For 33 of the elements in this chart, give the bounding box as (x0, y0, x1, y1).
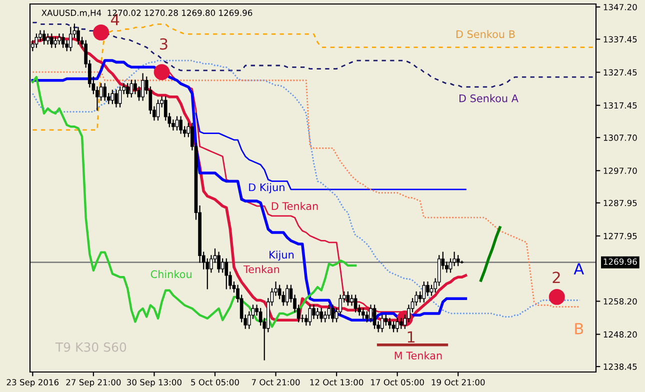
annotation: D Kijun (249, 183, 284, 194)
x-tick-label: 5 Oct 05:00 (191, 379, 239, 386)
y-tick-label: 1248.20 (604, 331, 637, 338)
y-tick-label: 1337.45 (604, 36, 637, 42)
annotation: D Senkou B (456, 30, 515, 38)
x-tick-label: 27 Sep 21:00 (66, 379, 121, 388)
annotation: Tenkan (243, 265, 280, 274)
annotation: D Senkou A (460, 94, 518, 102)
x-tick-label: 30 Sep 13:00 (127, 379, 182, 388)
y-tick-label: 1347.20 (604, 4, 637, 10)
y-tick-label: 1297.70 (604, 168, 637, 174)
y-tick-label: 1287.95 (604, 200, 637, 206)
x-tick-label: 12 Oct 13:00 (310, 379, 364, 386)
y-tick-label: 1238.45 (604, 364, 637, 370)
ref-line-label: 1269.96 (604, 258, 637, 265)
x-tick-label: 23 Sep 2016 (6, 379, 59, 388)
y-tick-label: 1327.45 (604, 69, 637, 76)
annotation: A (574, 263, 584, 274)
x-tick-label: 19 Oct 21:00 (432, 379, 485, 386)
annotation: Kijun (270, 250, 294, 261)
y-tick-label: 1307.70 (604, 134, 637, 141)
y-tick-label: 1258.20 (604, 298, 637, 305)
annotation: 3 (160, 38, 168, 50)
y-tick-label: 1317.45 (604, 102, 637, 109)
x-tick-label: 17 Oct 05:00 (371, 379, 424, 386)
annotation: Chinkou (150, 270, 192, 278)
annotation: M Tenkan (394, 351, 442, 360)
annotation: B (575, 323, 584, 334)
annotation: D Tenkan (272, 202, 318, 210)
x-tick-label: 7 Oct 21:00 (252, 379, 300, 386)
y-tick-label: 1277.95 (604, 232, 637, 240)
annotation: 2 (552, 272, 560, 283)
annotation: 1 (408, 331, 414, 342)
